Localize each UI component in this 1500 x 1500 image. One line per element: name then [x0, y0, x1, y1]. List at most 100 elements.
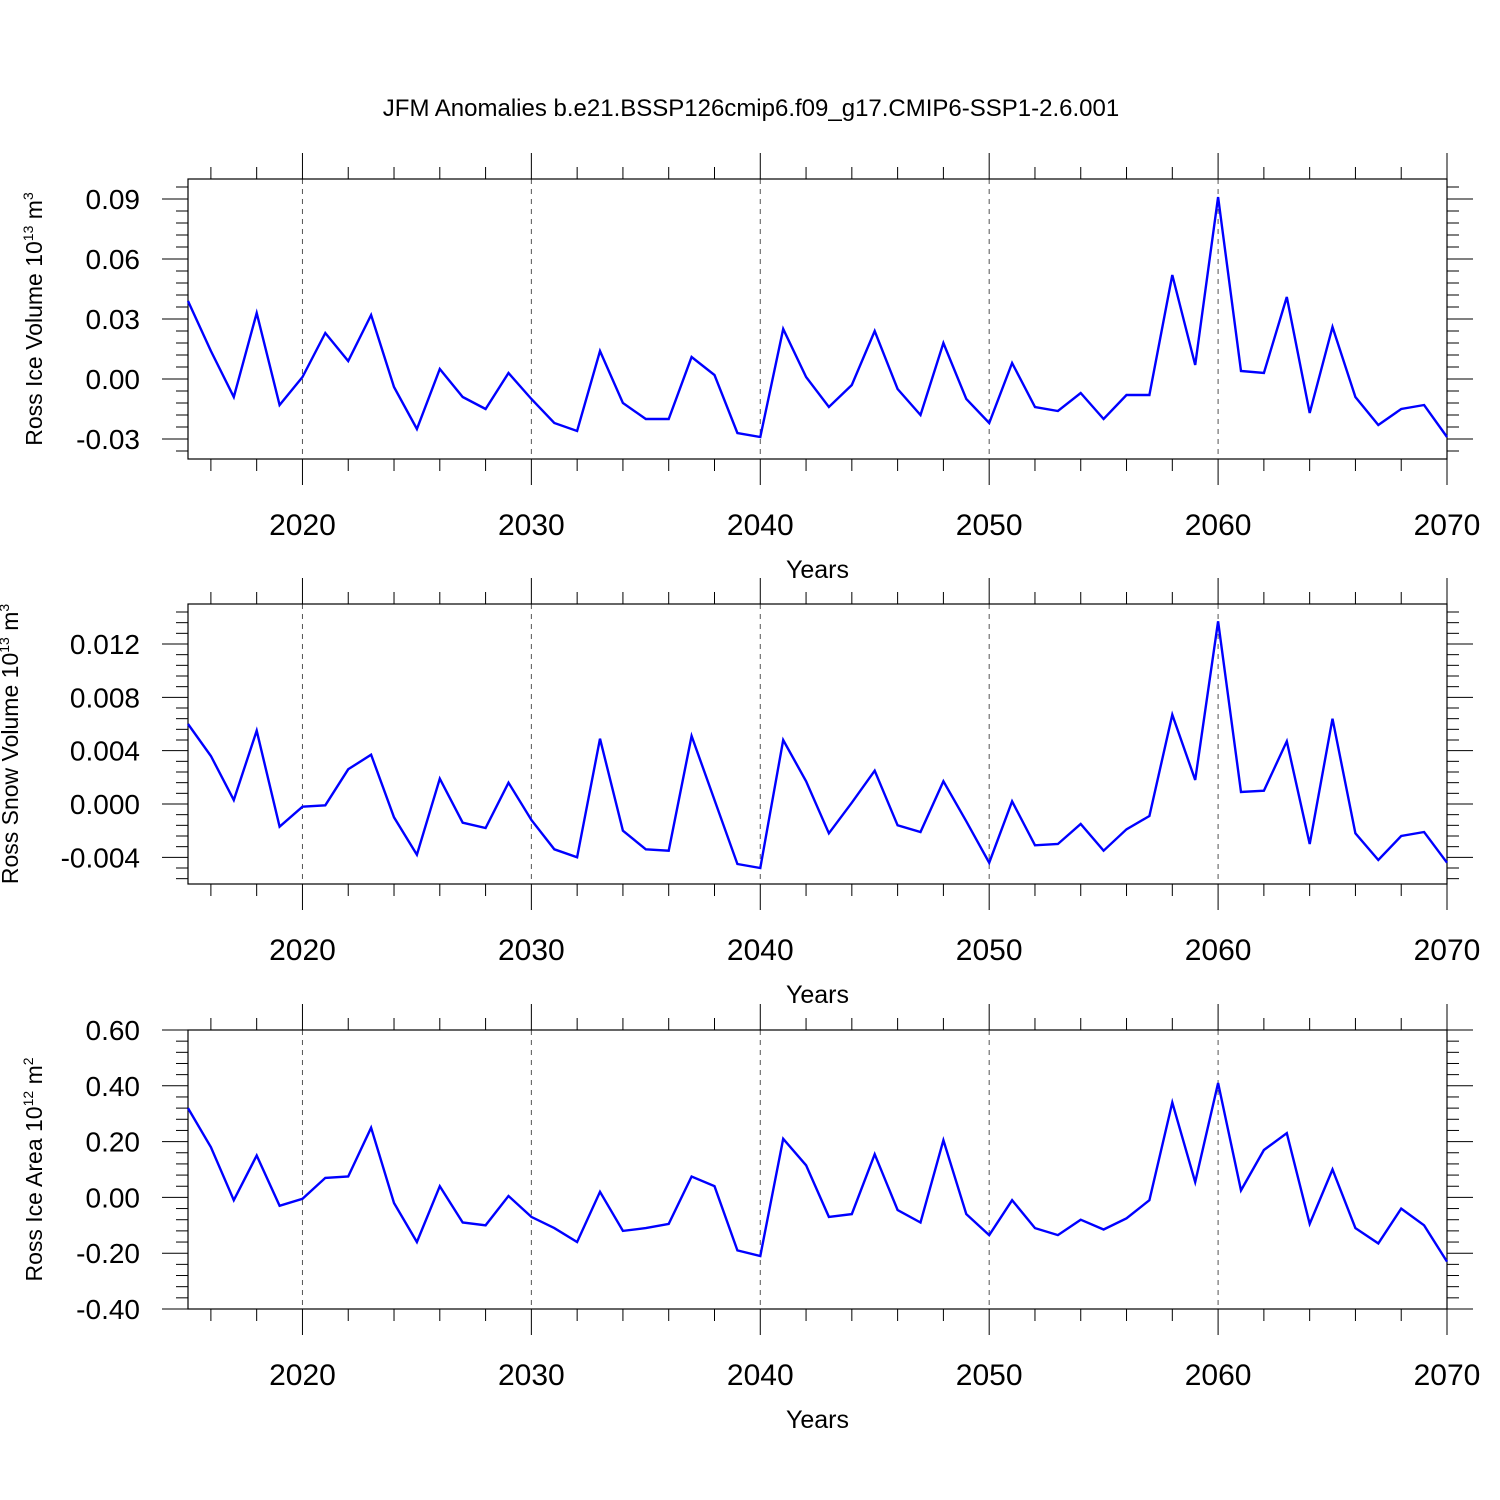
data-point [1377, 1242, 1379, 1244]
data-point [1057, 843, 1059, 845]
y-tick-label: 0.004 [70, 736, 140, 767]
data-point [347, 768, 349, 770]
data-point [1286, 1132, 1288, 1134]
data-point [462, 1222, 464, 1224]
data-point [1240, 1189, 1242, 1191]
y-axis-label-unit-exponent: 3 [0, 604, 12, 612]
data-point [759, 1255, 761, 1257]
data-point [920, 831, 922, 833]
data-point [1057, 1234, 1059, 1236]
y-axis-label: Ross Ice Area 1012 m2 [20, 1057, 47, 1281]
y-tick-label: 0.012 [70, 629, 140, 660]
data-point [1103, 418, 1105, 420]
y-axis-label-text: Ross Ice Area 10 [21, 1106, 47, 1281]
data-point [393, 1202, 395, 1204]
data-point [1217, 620, 1219, 622]
data-point [599, 1191, 601, 1193]
data-point [530, 1216, 532, 1218]
y-tick-label: 0.00 [86, 364, 141, 395]
data-point [1354, 396, 1356, 398]
x-tick-label: 2040 [727, 509, 794, 542]
data-point [1171, 714, 1173, 716]
x-tick-label: 2020 [269, 934, 336, 967]
y-axis-label-text: Ross Ice Volume 10 [21, 241, 47, 446]
data-point [462, 396, 464, 398]
y-tick-label: 0.09 [86, 184, 141, 215]
data-point [942, 780, 944, 782]
data-point [439, 1185, 441, 1187]
data-point [1240, 791, 1242, 793]
data-point [782, 1138, 784, 1140]
data-point [210, 1146, 212, 1148]
data-point [1309, 412, 1311, 414]
data-point [1103, 850, 1105, 852]
data-point [691, 735, 693, 737]
data-point [507, 1195, 509, 1197]
data-point [1377, 424, 1379, 426]
plot-frame [187, 603, 1448, 885]
data-point [485, 827, 487, 829]
y-tick-label: -0.20 [76, 1238, 140, 1269]
y-axis-label-exponent: 13 [0, 637, 12, 653]
data-point [1400, 1208, 1402, 1210]
data-point [439, 368, 441, 370]
y-tick-label: 0.03 [86, 304, 141, 335]
data-point [920, 414, 922, 416]
plot-frame [187, 1029, 1448, 1310]
data-point [530, 819, 532, 821]
data-point [1103, 1228, 1105, 1230]
y-tick-label: -0.03 [76, 424, 140, 455]
data-point [1423, 831, 1425, 833]
data-point [1286, 740, 1288, 742]
x-tick-label: 2020 [269, 509, 336, 542]
data-point [1354, 1227, 1356, 1229]
data-point [736, 432, 738, 434]
data-point [187, 300, 189, 302]
data-point [1148, 815, 1150, 817]
data-point [805, 1164, 807, 1166]
data-point [439, 778, 441, 780]
data-point [1446, 862, 1448, 864]
data-point [1126, 394, 1128, 396]
data-point [828, 832, 830, 834]
data-point [1194, 364, 1196, 366]
data-point [1011, 362, 1013, 364]
data-point [1034, 406, 1036, 408]
data-point [576, 430, 578, 432]
x-tick-label: 2050 [956, 509, 1023, 542]
y-tick-label: 0.40 [86, 1071, 141, 1102]
data-point [1240, 370, 1242, 372]
data-point [347, 1175, 349, 1177]
data-point [645, 1227, 647, 1229]
data-point [210, 755, 212, 757]
data-point [324, 804, 326, 806]
data-point [370, 754, 372, 756]
data-point [874, 770, 876, 772]
x-axis-label: Years [786, 1406, 849, 1434]
data-point [507, 372, 509, 374]
data-point [279, 826, 281, 828]
data-point [828, 406, 830, 408]
panel-1: 0.09 0.06 0.03 0.00 -0.03 2020 2030 2040 2050 206… [20, 153, 1480, 584]
data-point [1217, 1082, 1219, 1084]
data-point [187, 723, 189, 725]
data-point [1354, 832, 1356, 834]
data-point [1148, 1199, 1150, 1201]
data-point [1080, 1219, 1082, 1221]
data-point [553, 1227, 555, 1229]
data-point [1080, 823, 1082, 825]
y-axis-label-text: Ross Snow Volume 10 [0, 653, 23, 884]
series-line [187, 621, 1448, 870]
y-axis-label-unit-exponent: 2 [20, 1057, 36, 1065]
data-point [576, 1241, 578, 1243]
data-point [1423, 1224, 1425, 1226]
data-point [988, 422, 990, 424]
x-tick-label: 2040 [727, 934, 794, 967]
data-point [301, 806, 303, 808]
data-point [1400, 408, 1402, 410]
data-point [691, 1175, 693, 1177]
data-point [324, 332, 326, 334]
data-point [256, 730, 258, 732]
y-axis-label: Ross Snow Volume 1013 m3 [0, 604, 23, 885]
data-point [759, 436, 761, 438]
